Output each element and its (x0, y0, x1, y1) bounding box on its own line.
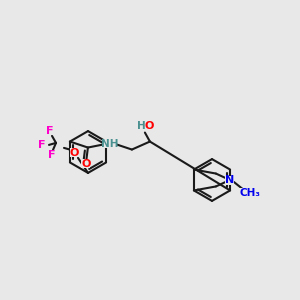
Bar (46, 127, 54, 135)
Text: NH: NH (101, 139, 119, 148)
Bar (239, 188, 261, 198)
Bar (38, 141, 46, 149)
Bar (131, 118, 149, 128)
Bar (48, 151, 56, 159)
Text: H: H (136, 121, 145, 130)
Bar (81, 159, 90, 168)
Text: O: O (69, 148, 79, 158)
Text: O: O (144, 121, 154, 130)
Text: F: F (48, 150, 56, 160)
Text: N: N (225, 175, 235, 185)
Text: CH₃: CH₃ (239, 188, 260, 198)
Text: O: O (81, 158, 91, 169)
Bar (225, 176, 234, 184)
Text: F: F (38, 140, 46, 150)
Text: F: F (46, 126, 54, 136)
Bar (70, 148, 79, 158)
Bar (103, 139, 117, 148)
